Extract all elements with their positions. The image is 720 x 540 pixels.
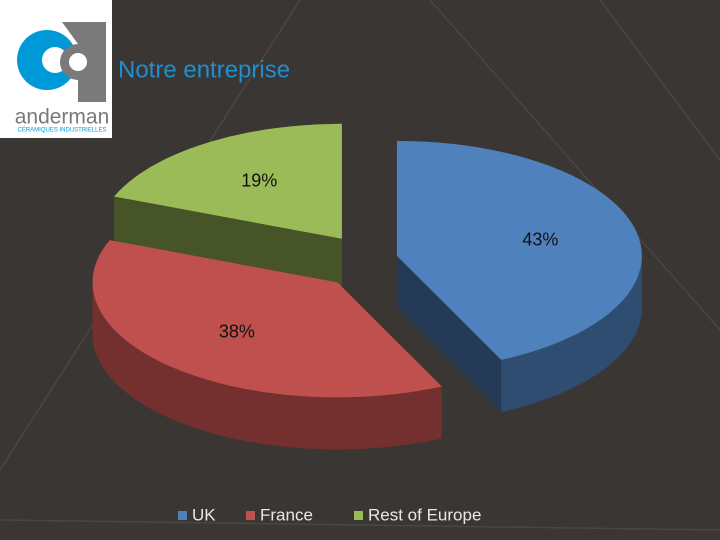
slice-side <box>501 255 642 412</box>
slice-wall <box>114 196 342 291</box>
slice <box>114 123 342 239</box>
legend-swatch <box>246 511 255 520</box>
slice <box>396 140 642 360</box>
slice-side <box>92 282 442 450</box>
data-label: 43% <box>522 230 558 250</box>
legend-label: Rest of Europe <box>368 505 481 524</box>
legend-swatch <box>178 511 187 520</box>
slide-title: Notre entreprise <box>118 56 290 83</box>
slice-wall <box>396 255 502 412</box>
legend: UK France Rest of Europe <box>178 505 481 524</box>
logo-tagline: CÉRAMIQUES INDUSTRIELLES <box>17 127 106 134</box>
slice <box>92 240 442 398</box>
data-label: 19% <box>241 171 277 191</box>
legend-swatch <box>354 511 363 520</box>
legend-label: France <box>260 505 313 524</box>
data-label: 38% <box>219 321 255 341</box>
logo-name: anderman <box>15 106 110 129</box>
logo-a-hole <box>69 53 87 71</box>
legend-label: UK <box>192 505 216 524</box>
pie-chart: 43% 38% 19% <box>92 123 642 450</box>
